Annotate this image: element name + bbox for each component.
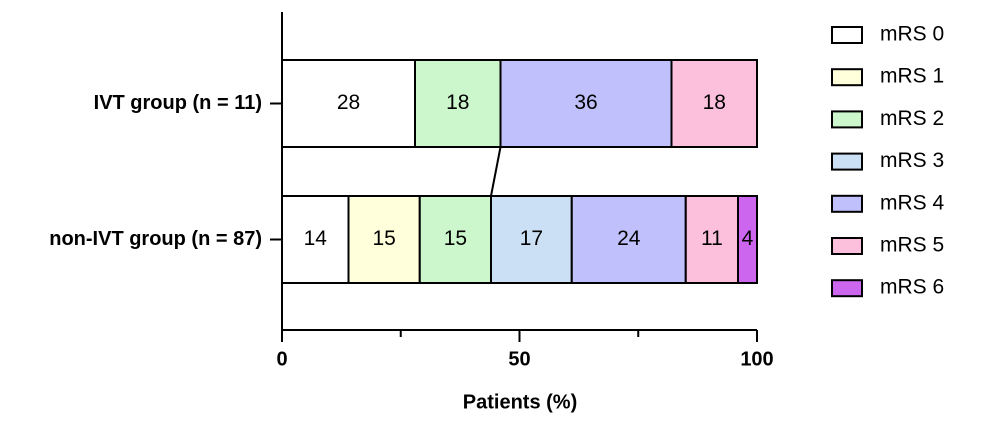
- data-label: 11: [701, 227, 723, 250]
- data-label: 28: [337, 91, 360, 114]
- x-tick-label: 0: [276, 348, 287, 370]
- data-label: 17: [520, 227, 543, 250]
- legend-label: mRS 5: [880, 234, 944, 257]
- legend-label: mRS 1: [880, 65, 944, 88]
- bar-segment: [414, 59, 502, 148]
- legend-label: mRS 3: [880, 149, 944, 172]
- bar-segment: [684, 195, 739, 284]
- data-label: 18: [446, 91, 469, 114]
- data-label: 18: [703, 91, 726, 114]
- bar-segment: [570, 195, 687, 284]
- data-label: 4: [742, 227, 754, 250]
- bar-segment: [737, 195, 758, 284]
- data-label: 14: [304, 227, 328, 250]
- data-label: 15: [372, 227, 395, 250]
- x-tick-label: 50: [508, 348, 530, 370]
- legend-swatch: [831, 68, 863, 87]
- bar-segment: [670, 59, 758, 148]
- bar-segment: [499, 59, 673, 148]
- connector: [490, 146, 502, 197]
- data-label: 24: [617, 227, 641, 250]
- x-axis-label: Patients (%): [463, 391, 577, 413]
- data-label: 36: [574, 91, 597, 114]
- legend-swatch: [831, 279, 863, 298]
- bar-segment: [490, 195, 573, 284]
- legend-swatch: [831, 237, 863, 255]
- data-label: 15: [444, 227, 467, 250]
- bar-segment: [418, 195, 492, 284]
- legend-label: mRS 2: [880, 107, 944, 130]
- legend-swatch: [831, 26, 863, 44]
- legend-swatch: [831, 152, 863, 171]
- legend-swatch: [831, 194, 863, 213]
- y-tick-label: IVT group (n = 11): [94, 92, 262, 114]
- legend-label: mRS 4: [880, 191, 945, 214]
- bar-segment: [347, 195, 421, 284]
- legend-label: mRS 0: [880, 23, 944, 46]
- x-tick-label: 100: [740, 348, 773, 370]
- legend-label: mRS 6: [880, 276, 944, 299]
- y-tick-label: non-IVT group (n = 87): [49, 228, 262, 250]
- legend-swatch: [831, 110, 863, 129]
